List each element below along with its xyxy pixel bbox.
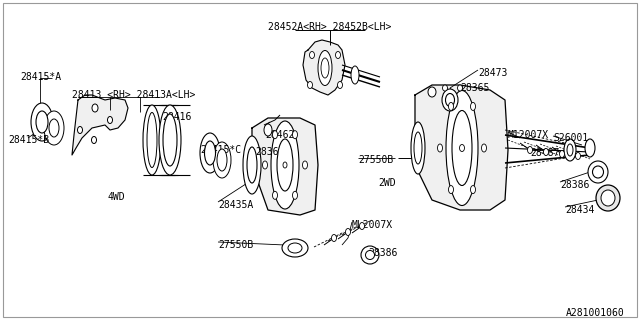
Text: 28413 <RH> 28413A<LH>: 28413 <RH> 28413A<LH> (72, 90, 195, 100)
Ellipse shape (361, 246, 379, 264)
Text: 28386: 28386 (368, 248, 397, 258)
Ellipse shape (288, 243, 302, 253)
Ellipse shape (310, 52, 314, 59)
Text: 28365: 28365 (255, 147, 284, 157)
Text: 28434: 28434 (565, 205, 595, 215)
Ellipse shape (163, 114, 177, 166)
Text: 28415*C: 28415*C (200, 145, 241, 155)
Ellipse shape (351, 66, 359, 84)
Ellipse shape (449, 102, 454, 110)
Ellipse shape (470, 186, 476, 194)
Text: 28416: 28416 (162, 112, 191, 122)
Ellipse shape (470, 102, 476, 110)
Text: A281001060: A281001060 (566, 308, 625, 318)
Text: 28415*B: 28415*B (8, 135, 49, 145)
Ellipse shape (92, 137, 97, 143)
Text: 2WD: 2WD (378, 178, 396, 188)
Text: 4WD: 4WD (108, 192, 125, 202)
Ellipse shape (277, 139, 293, 191)
Ellipse shape (332, 235, 337, 242)
Ellipse shape (282, 239, 308, 257)
Ellipse shape (108, 116, 113, 124)
Text: 28386: 28386 (560, 180, 589, 190)
Ellipse shape (321, 58, 329, 78)
Ellipse shape (588, 161, 608, 183)
Text: 27550B: 27550B (218, 240, 253, 250)
Ellipse shape (445, 93, 454, 107)
Ellipse shape (147, 113, 157, 167)
Ellipse shape (559, 150, 564, 157)
Ellipse shape (449, 186, 454, 194)
Ellipse shape (247, 147, 257, 183)
Ellipse shape (567, 144, 573, 156)
Text: 27550B: 27550B (358, 155, 393, 165)
Ellipse shape (273, 131, 278, 139)
Polygon shape (415, 85, 508, 210)
Ellipse shape (337, 82, 342, 89)
Ellipse shape (481, 144, 486, 152)
Text: 28452A<RH> 28452B<LH>: 28452A<RH> 28452B<LH> (268, 22, 392, 32)
Ellipse shape (346, 228, 351, 236)
Ellipse shape (442, 89, 458, 111)
Ellipse shape (411, 122, 425, 174)
Ellipse shape (438, 144, 442, 152)
Ellipse shape (159, 105, 181, 175)
Ellipse shape (318, 51, 332, 85)
Ellipse shape (335, 52, 340, 59)
Polygon shape (252, 118, 318, 215)
Ellipse shape (31, 103, 53, 141)
Text: 28435A: 28435A (218, 200, 253, 210)
Ellipse shape (601, 190, 615, 206)
Ellipse shape (527, 147, 532, 154)
Ellipse shape (292, 131, 298, 139)
Ellipse shape (360, 222, 365, 229)
Text: 28487: 28487 (530, 148, 559, 158)
Ellipse shape (303, 161, 307, 169)
Ellipse shape (543, 148, 548, 156)
Ellipse shape (307, 82, 312, 89)
Ellipse shape (458, 85, 463, 91)
Polygon shape (72, 95, 128, 155)
Ellipse shape (49, 119, 59, 137)
Text: 28365: 28365 (460, 83, 490, 93)
Ellipse shape (271, 121, 299, 209)
Ellipse shape (205, 141, 216, 165)
Ellipse shape (585, 139, 595, 157)
Ellipse shape (292, 191, 298, 199)
Ellipse shape (143, 105, 161, 175)
Ellipse shape (77, 126, 83, 133)
Ellipse shape (428, 87, 436, 97)
Ellipse shape (596, 185, 620, 211)
Ellipse shape (460, 145, 465, 151)
Ellipse shape (217, 149, 227, 171)
Ellipse shape (365, 251, 374, 260)
Text: S26001: S26001 (553, 133, 588, 143)
Polygon shape (303, 40, 345, 95)
Ellipse shape (414, 132, 422, 164)
Ellipse shape (44, 111, 64, 145)
Ellipse shape (575, 153, 580, 159)
Text: M12007X: M12007X (508, 130, 549, 140)
Ellipse shape (264, 124, 272, 136)
Ellipse shape (442, 85, 447, 91)
Ellipse shape (446, 91, 478, 205)
Ellipse shape (36, 111, 48, 133)
Ellipse shape (564, 139, 576, 161)
Ellipse shape (92, 104, 98, 112)
Text: 28462: 28462 (265, 130, 294, 140)
Ellipse shape (283, 162, 287, 168)
Ellipse shape (593, 166, 604, 178)
Ellipse shape (452, 110, 472, 186)
Ellipse shape (262, 161, 268, 169)
Text: ML2007X: ML2007X (352, 220, 393, 230)
Text: 28473: 28473 (478, 68, 508, 78)
Ellipse shape (213, 142, 231, 178)
Ellipse shape (243, 136, 261, 194)
Text: 28415*A: 28415*A (20, 72, 61, 82)
Ellipse shape (200, 133, 220, 173)
Ellipse shape (273, 191, 278, 199)
